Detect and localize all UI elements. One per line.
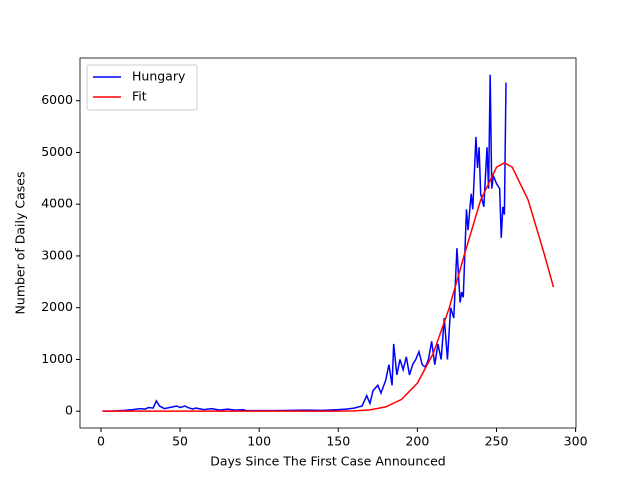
x-tick-label: 100	[247, 434, 271, 449]
x-axis-label: Days Since The First Case Announced	[210, 454, 446, 469]
x-tick-label: 50	[172, 434, 188, 449]
y-tick-label: 4000	[41, 196, 73, 211]
x-tick-label: 250	[485, 434, 509, 449]
legend: Hungary Fit	[86, 64, 198, 111]
y-tick-label: 5000	[41, 144, 73, 159]
line-series	[102, 161, 555, 412]
y-tick-label: 6000	[41, 92, 73, 107]
plot-frame	[79, 57, 577, 429]
x-tick-label: 200	[405, 434, 429, 449]
line-series	[102, 74, 507, 412]
y-tick-label: 0	[65, 403, 73, 418]
y-axis-label: Number of Daily Cases	[13, 172, 28, 315]
y-tick-label: 1000	[41, 351, 73, 366]
x-tick-label: 0	[97, 434, 105, 449]
x-tick-label: 300	[564, 434, 588, 449]
legend-label: Hungary	[132, 69, 186, 84]
y-tick-label: 2000	[41, 299, 73, 314]
x-tick-label: 150	[326, 434, 350, 449]
legend-label: Fit	[132, 89, 147, 104]
y-tick-label: 3000	[41, 247, 73, 262]
